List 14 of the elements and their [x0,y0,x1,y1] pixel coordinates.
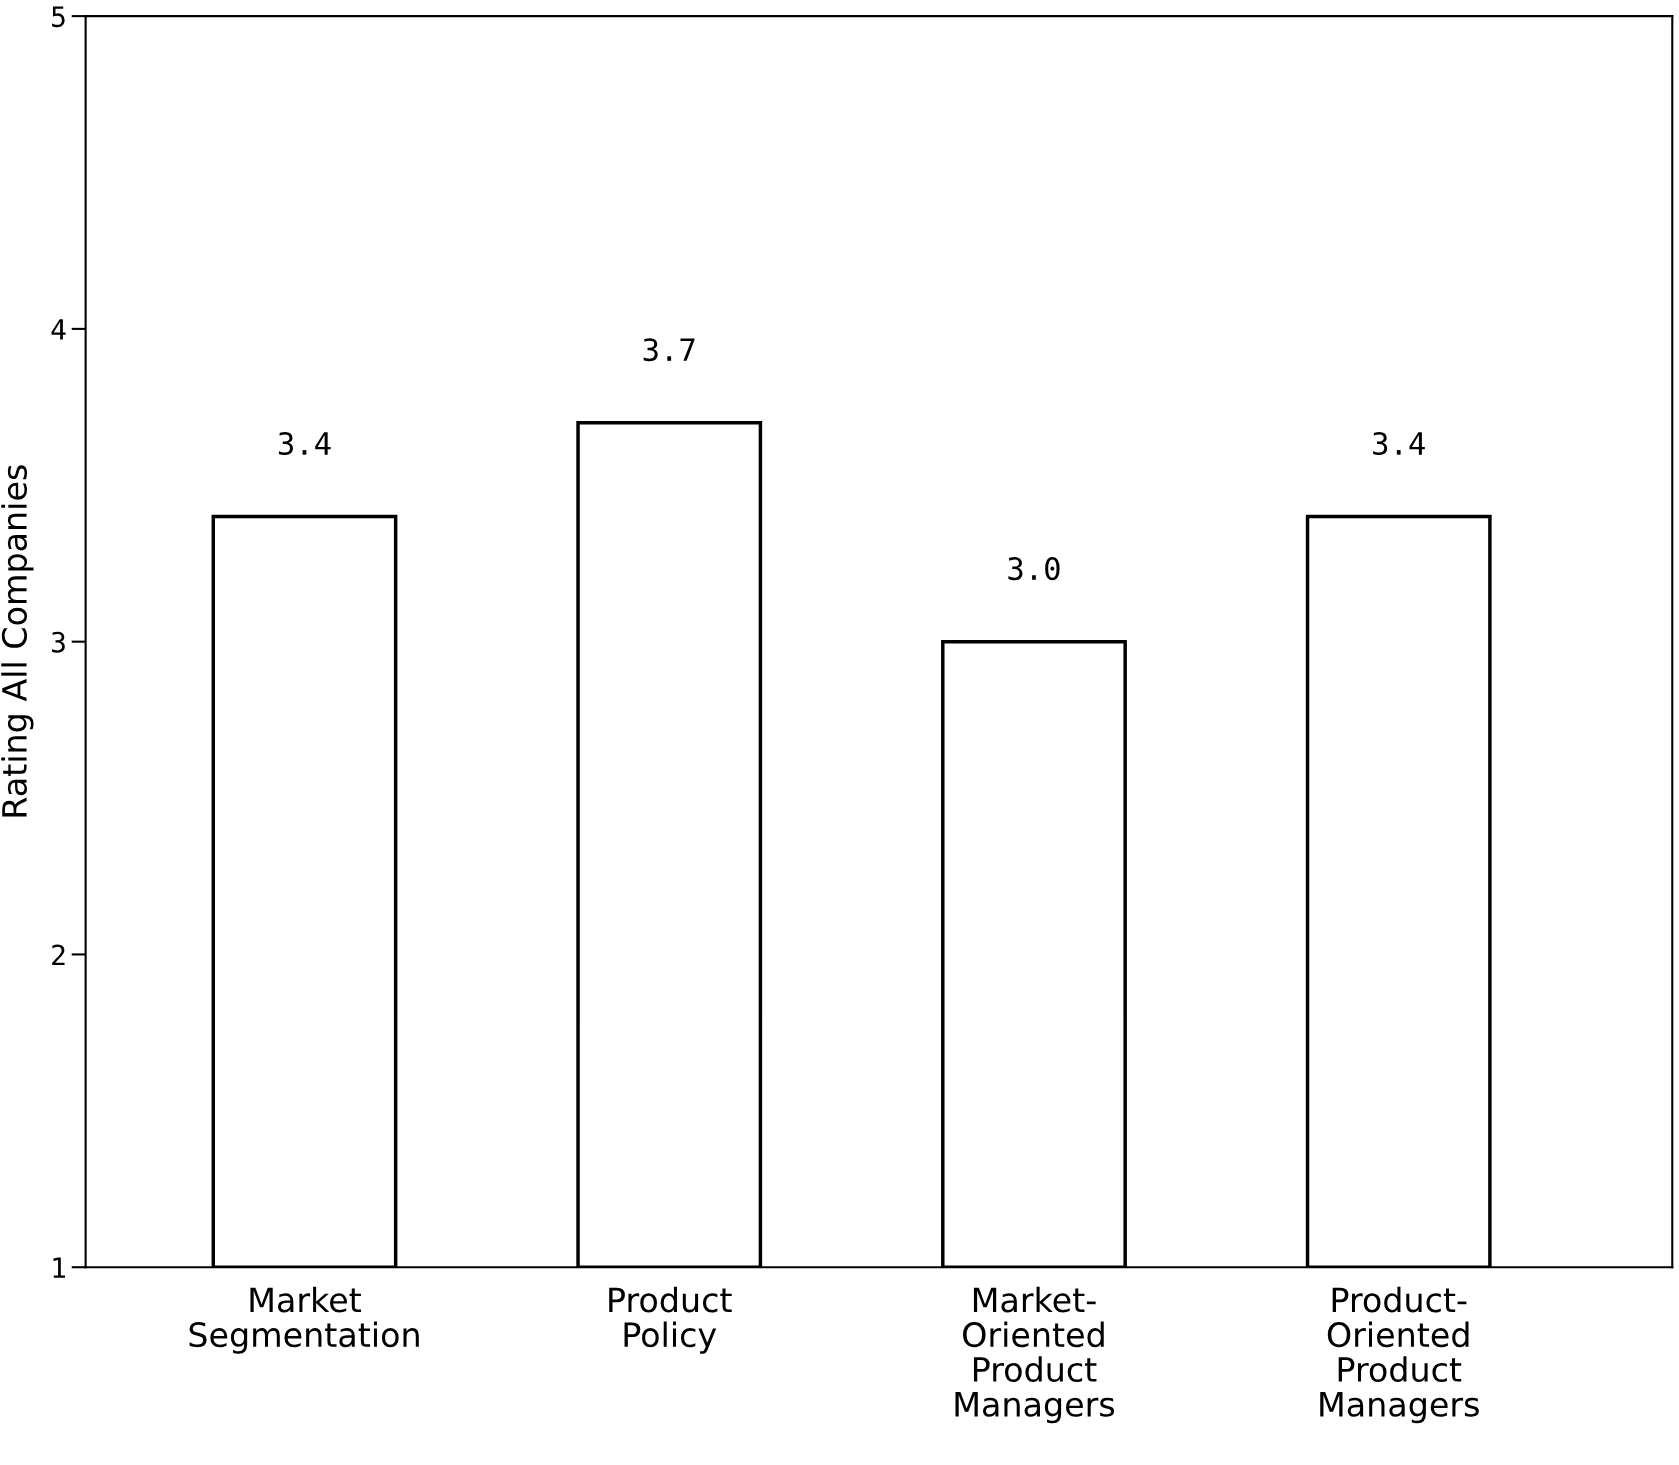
y-tick-label: 1 [53,1257,65,1278]
data-label: 3.4 [1373,431,1425,456]
y-tick-label: 3 [52,631,65,653]
y-axis-title: Rating All Companies [1,465,34,817]
data-label: 3.7 [643,338,695,362]
data-label: 3.4 [278,431,331,456]
data-label: 3.0 [1008,557,1060,581]
x-tick-label: Product- Oriented Product Managers [1320,1286,1479,1424]
y-tick-label: 5 [52,6,65,28]
x-tick-label: Market- Oriented Product Managers [955,1286,1115,1424]
x-tick-label: Market Segmentation [189,1286,419,1354]
x-tick-label: Product Policy [609,1286,732,1354]
y-tick-label: 2 [52,944,65,966]
y-tick-label: 4 [51,319,66,340]
